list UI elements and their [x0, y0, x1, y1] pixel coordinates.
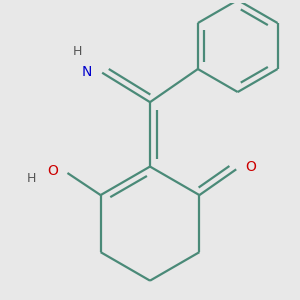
Text: N: N	[82, 65, 92, 79]
Text: O: O	[47, 164, 58, 178]
Text: H: H	[27, 172, 36, 185]
Text: O: O	[245, 160, 256, 175]
Text: H: H	[72, 45, 82, 58]
